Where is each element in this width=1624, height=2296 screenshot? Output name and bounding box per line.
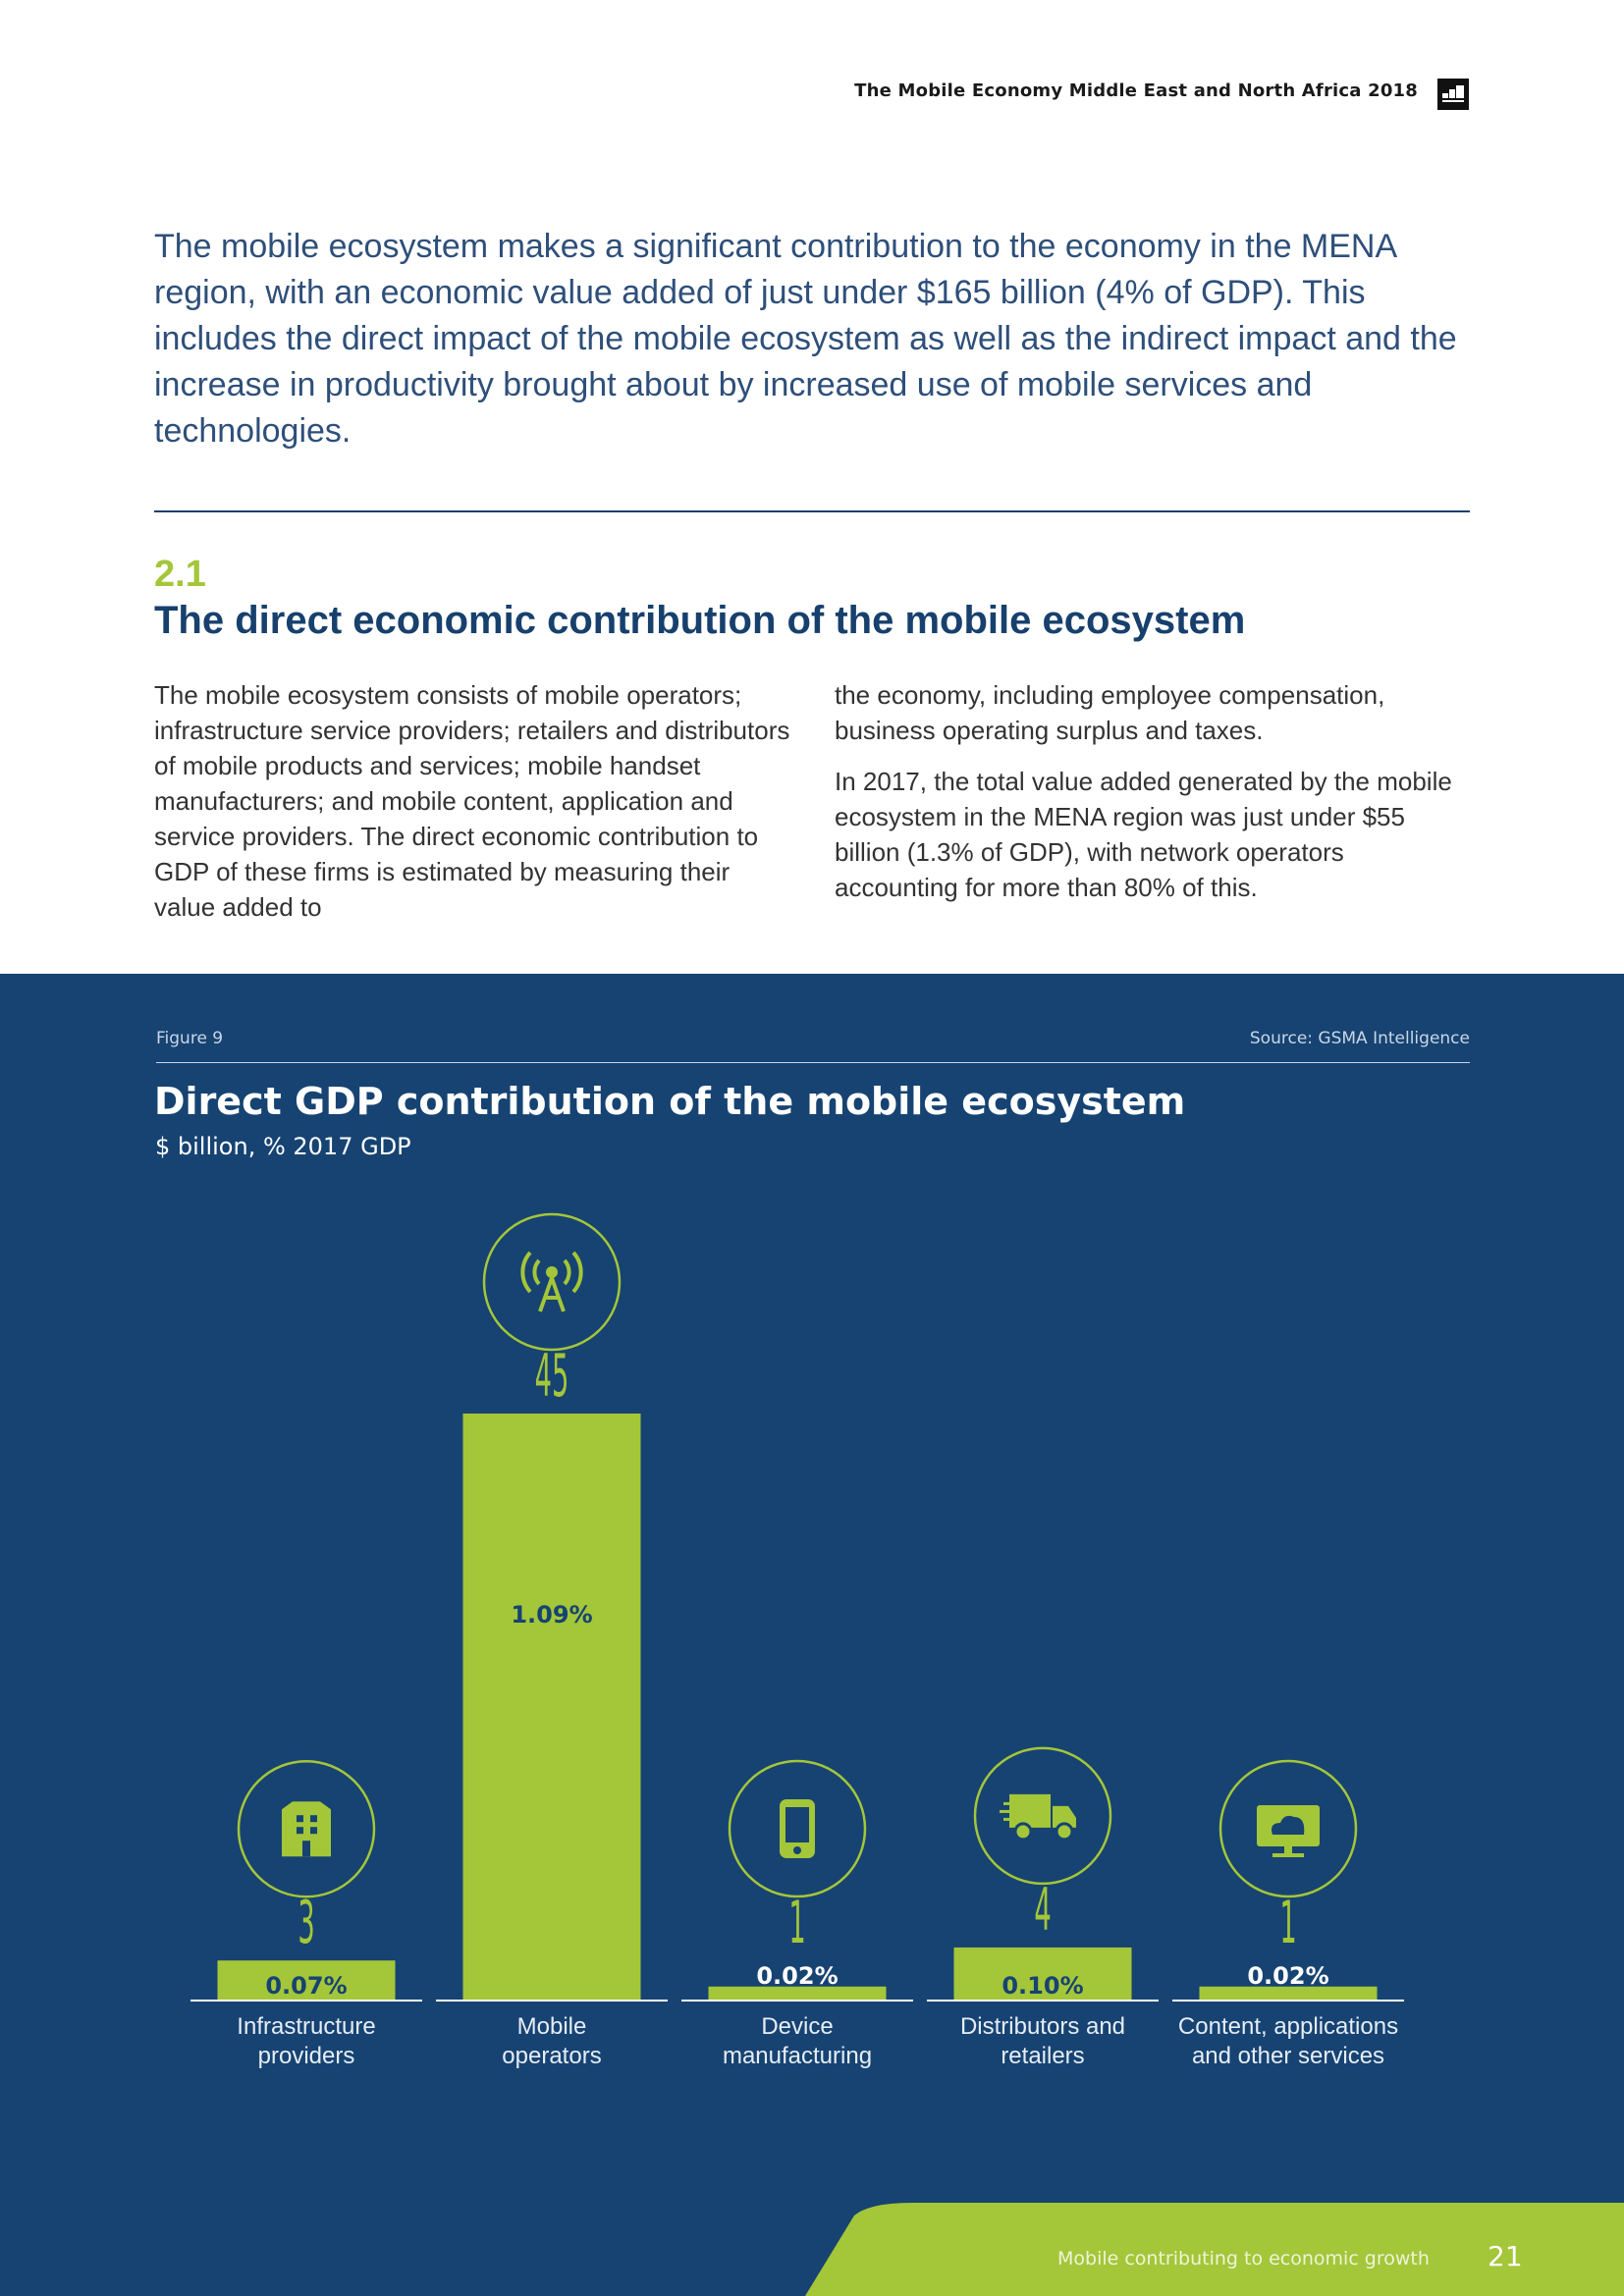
chart-baseline bbox=[436, 2000, 668, 2002]
chart-bar bbox=[217, 1960, 396, 2000]
chart-bar bbox=[708, 1986, 887, 2000]
body-column-right: the economy, including employee compensa… bbox=[835, 677, 1473, 921]
building-icon-door bbox=[302, 1841, 310, 1857]
chart-baseline bbox=[1172, 2000, 1404, 2002]
chart-category-label: providers bbox=[258, 2043, 355, 2069]
running-header-title: The Mobile Economy Middle East and North… bbox=[854, 80, 1418, 101]
section-divider bbox=[154, 510, 1470, 512]
chart-bar bbox=[953, 1947, 1132, 2000]
chart-baseline bbox=[927, 2000, 1159, 2002]
chart-icon-circle bbox=[973, 1746, 1112, 1886]
antenna-tower-icon-dot bbox=[546, 1266, 558, 1278]
chart-bar bbox=[1199, 1986, 1378, 2000]
chart-category-label: manufacturing bbox=[723, 2043, 872, 2069]
chart-category-label: operators bbox=[502, 2043, 601, 2069]
chart-data-label-gdp-share: 0.02% bbox=[756, 1962, 838, 1990]
figure-panel: 0.07% 3 Infrastructure providers 1.09% 45 Mobi… bbox=[0, 974, 1624, 2296]
delivery-truck-icon-wheel bbox=[1013, 1822, 1033, 1842]
chart-icon-circle bbox=[728, 1759, 867, 1898]
chart-icon-circle bbox=[1218, 1759, 1358, 1898]
chart-data-label-gdp-share: 1.09% bbox=[511, 1601, 592, 1629]
figure-source: Source: GSMA Intelligence bbox=[1249, 1029, 1470, 1048]
chart-data-label-value: 45 bbox=[535, 1342, 569, 1410]
chart-baseline bbox=[190, 2000, 422, 2002]
figure-label: Figure 9 bbox=[156, 1029, 224, 1048]
antenna-tower-icon-wave bbox=[520, 1251, 532, 1294]
intro-paragraph: The mobile ecosystem makes a significant… bbox=[154, 228, 1457, 450]
chart-category-label: Device bbox=[761, 2013, 833, 2040]
body-paragraph: the economy, including employee compensa… bbox=[835, 680, 1385, 745]
footer-band bbox=[805, 2203, 1624, 2296]
chart-icon-circle bbox=[237, 1759, 376, 1898]
footer-text: Mobile contributing to economic growth bbox=[1057, 2248, 1430, 2269]
chart-category-label: Infrastructure bbox=[237, 2013, 375, 2040]
chart-bar bbox=[462, 1414, 641, 2000]
delivery-truck-icon-body bbox=[1009, 1793, 1076, 1828]
chart-category-label: Content, applications bbox=[1178, 2013, 1398, 2040]
smartphone-icon-screen bbox=[785, 1807, 809, 1842]
cloud-monitor-icon-stand bbox=[1284, 1846, 1292, 1854]
body-paragraph: In 2017, the total value added generated… bbox=[835, 767, 1452, 902]
building-icon-body bbox=[282, 1801, 331, 1857]
delivery-truck-icon-speedline bbox=[1003, 1817, 1013, 1821]
antenna-tower-icon-wave bbox=[532, 1258, 541, 1286]
chart-data-label-value: 1 bbox=[788, 1889, 805, 1956]
body-column-left: The mobile ecosystem consists of mobile … bbox=[154, 677, 792, 940]
chart-data-label-value: 1 bbox=[1279, 1889, 1296, 1956]
figure-title: Direct GDP contribution of the mobile ec… bbox=[154, 1080, 1186, 1123]
figure-subtitle: $ billion, % 2017 GDP bbox=[155, 1133, 411, 1160]
chart-data-label-gdp-share: 0.10% bbox=[1001, 1972, 1083, 2000]
antenna-tower-icon-wave bbox=[571, 1251, 583, 1294]
chart-data-label-value: 4 bbox=[1034, 1876, 1051, 1944]
chart-category-label: Mobile bbox=[517, 2013, 587, 2040]
gdp-bar-chart: 0.07% 3 Infrastructure providers 1.09% 45 Mobi… bbox=[190, 1212, 1624, 2296]
gsma-logo-icon bbox=[1437, 79, 1469, 110]
delivery-truck-icon-wheel bbox=[1055, 1822, 1074, 1842]
section-number: 2.1 bbox=[154, 554, 206, 595]
figure-rule bbox=[156, 1062, 1470, 1063]
page-number: 21 bbox=[1488, 2240, 1523, 2272]
chart-data-label-gdp-share: 0.02% bbox=[1247, 1962, 1328, 1990]
antenna-tower-icon-mast bbox=[538, 1277, 566, 1312]
chart-category-label: retailers bbox=[1001, 2043, 1084, 2069]
delivery-truck-icon-speedline bbox=[1003, 1801, 1013, 1805]
building-icon-window bbox=[297, 1827, 303, 1835]
chart-baseline bbox=[681, 2000, 913, 2002]
chart-data-label-gdp-share: 0.07% bbox=[265, 1972, 347, 2000]
cloud-monitor-icon-cloud bbox=[1272, 1815, 1305, 1835]
body-paragraph: The mobile ecosystem consists of mobile … bbox=[154, 680, 790, 922]
antenna-tower-icon-wave bbox=[563, 1258, 571, 1286]
chart-category-label: and other services bbox=[1192, 2043, 1384, 2069]
delivery-truck-icon-speedline bbox=[1000, 1809, 1009, 1813]
chart-data-label-value: 3 bbox=[298, 1889, 314, 1956]
chart-icon-circle bbox=[482, 1212, 622, 1352]
section-title: The direct economic contribution of the … bbox=[154, 599, 1246, 642]
smartphone-icon-button bbox=[793, 1846, 801, 1854]
cloud-monitor-icon-base bbox=[1272, 1853, 1304, 1857]
building-icon-window bbox=[310, 1827, 317, 1835]
chart-category-label: Distributors and bbox=[960, 2013, 1125, 2040]
building-icon-window bbox=[297, 1815, 303, 1823]
building-icon-window bbox=[310, 1815, 317, 1823]
